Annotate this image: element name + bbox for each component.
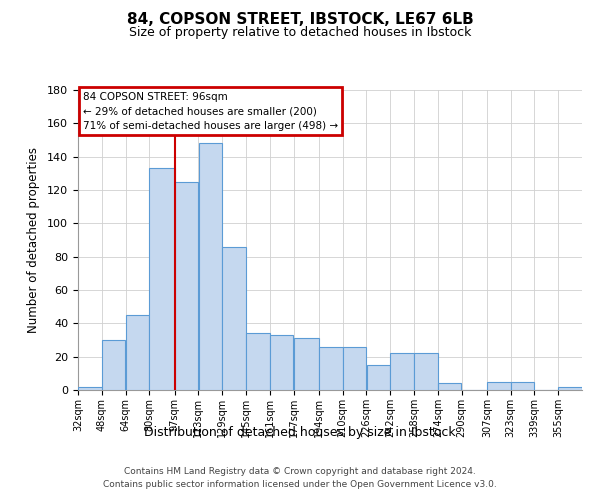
Bar <box>414 354 437 390</box>
Y-axis label: Number of detached properties: Number of detached properties <box>27 147 40 333</box>
Bar <box>487 382 511 390</box>
Bar <box>223 246 246 390</box>
Bar <box>125 315 149 390</box>
Text: Size of property relative to detached houses in Ibstock: Size of property relative to detached ho… <box>129 26 471 39</box>
Bar <box>78 386 101 390</box>
Text: 84 COPSON STREET: 96sqm
← 29% of detached houses are smaller (200)
71% of semi-d: 84 COPSON STREET: 96sqm ← 29% of detache… <box>83 92 338 131</box>
Bar <box>175 182 199 390</box>
Text: Distribution of detached houses by size in Ibstock: Distribution of detached houses by size … <box>144 426 456 439</box>
Bar <box>149 168 175 390</box>
Bar <box>270 335 293 390</box>
Bar <box>511 382 535 390</box>
Bar <box>199 144 222 390</box>
Bar <box>367 365 390 390</box>
Bar <box>246 334 269 390</box>
Text: 84, COPSON STREET, IBSTOCK, LE67 6LB: 84, COPSON STREET, IBSTOCK, LE67 6LB <box>127 12 473 28</box>
Bar <box>319 346 343 390</box>
Bar <box>294 338 319 390</box>
Bar <box>391 354 414 390</box>
Bar <box>343 346 367 390</box>
Text: Contains HM Land Registry data © Crown copyright and database right 2024.: Contains HM Land Registry data © Crown c… <box>124 467 476 476</box>
Bar <box>102 340 125 390</box>
Text: Contains public sector information licensed under the Open Government Licence v3: Contains public sector information licen… <box>103 480 497 489</box>
Bar <box>438 384 461 390</box>
Bar <box>559 386 582 390</box>
